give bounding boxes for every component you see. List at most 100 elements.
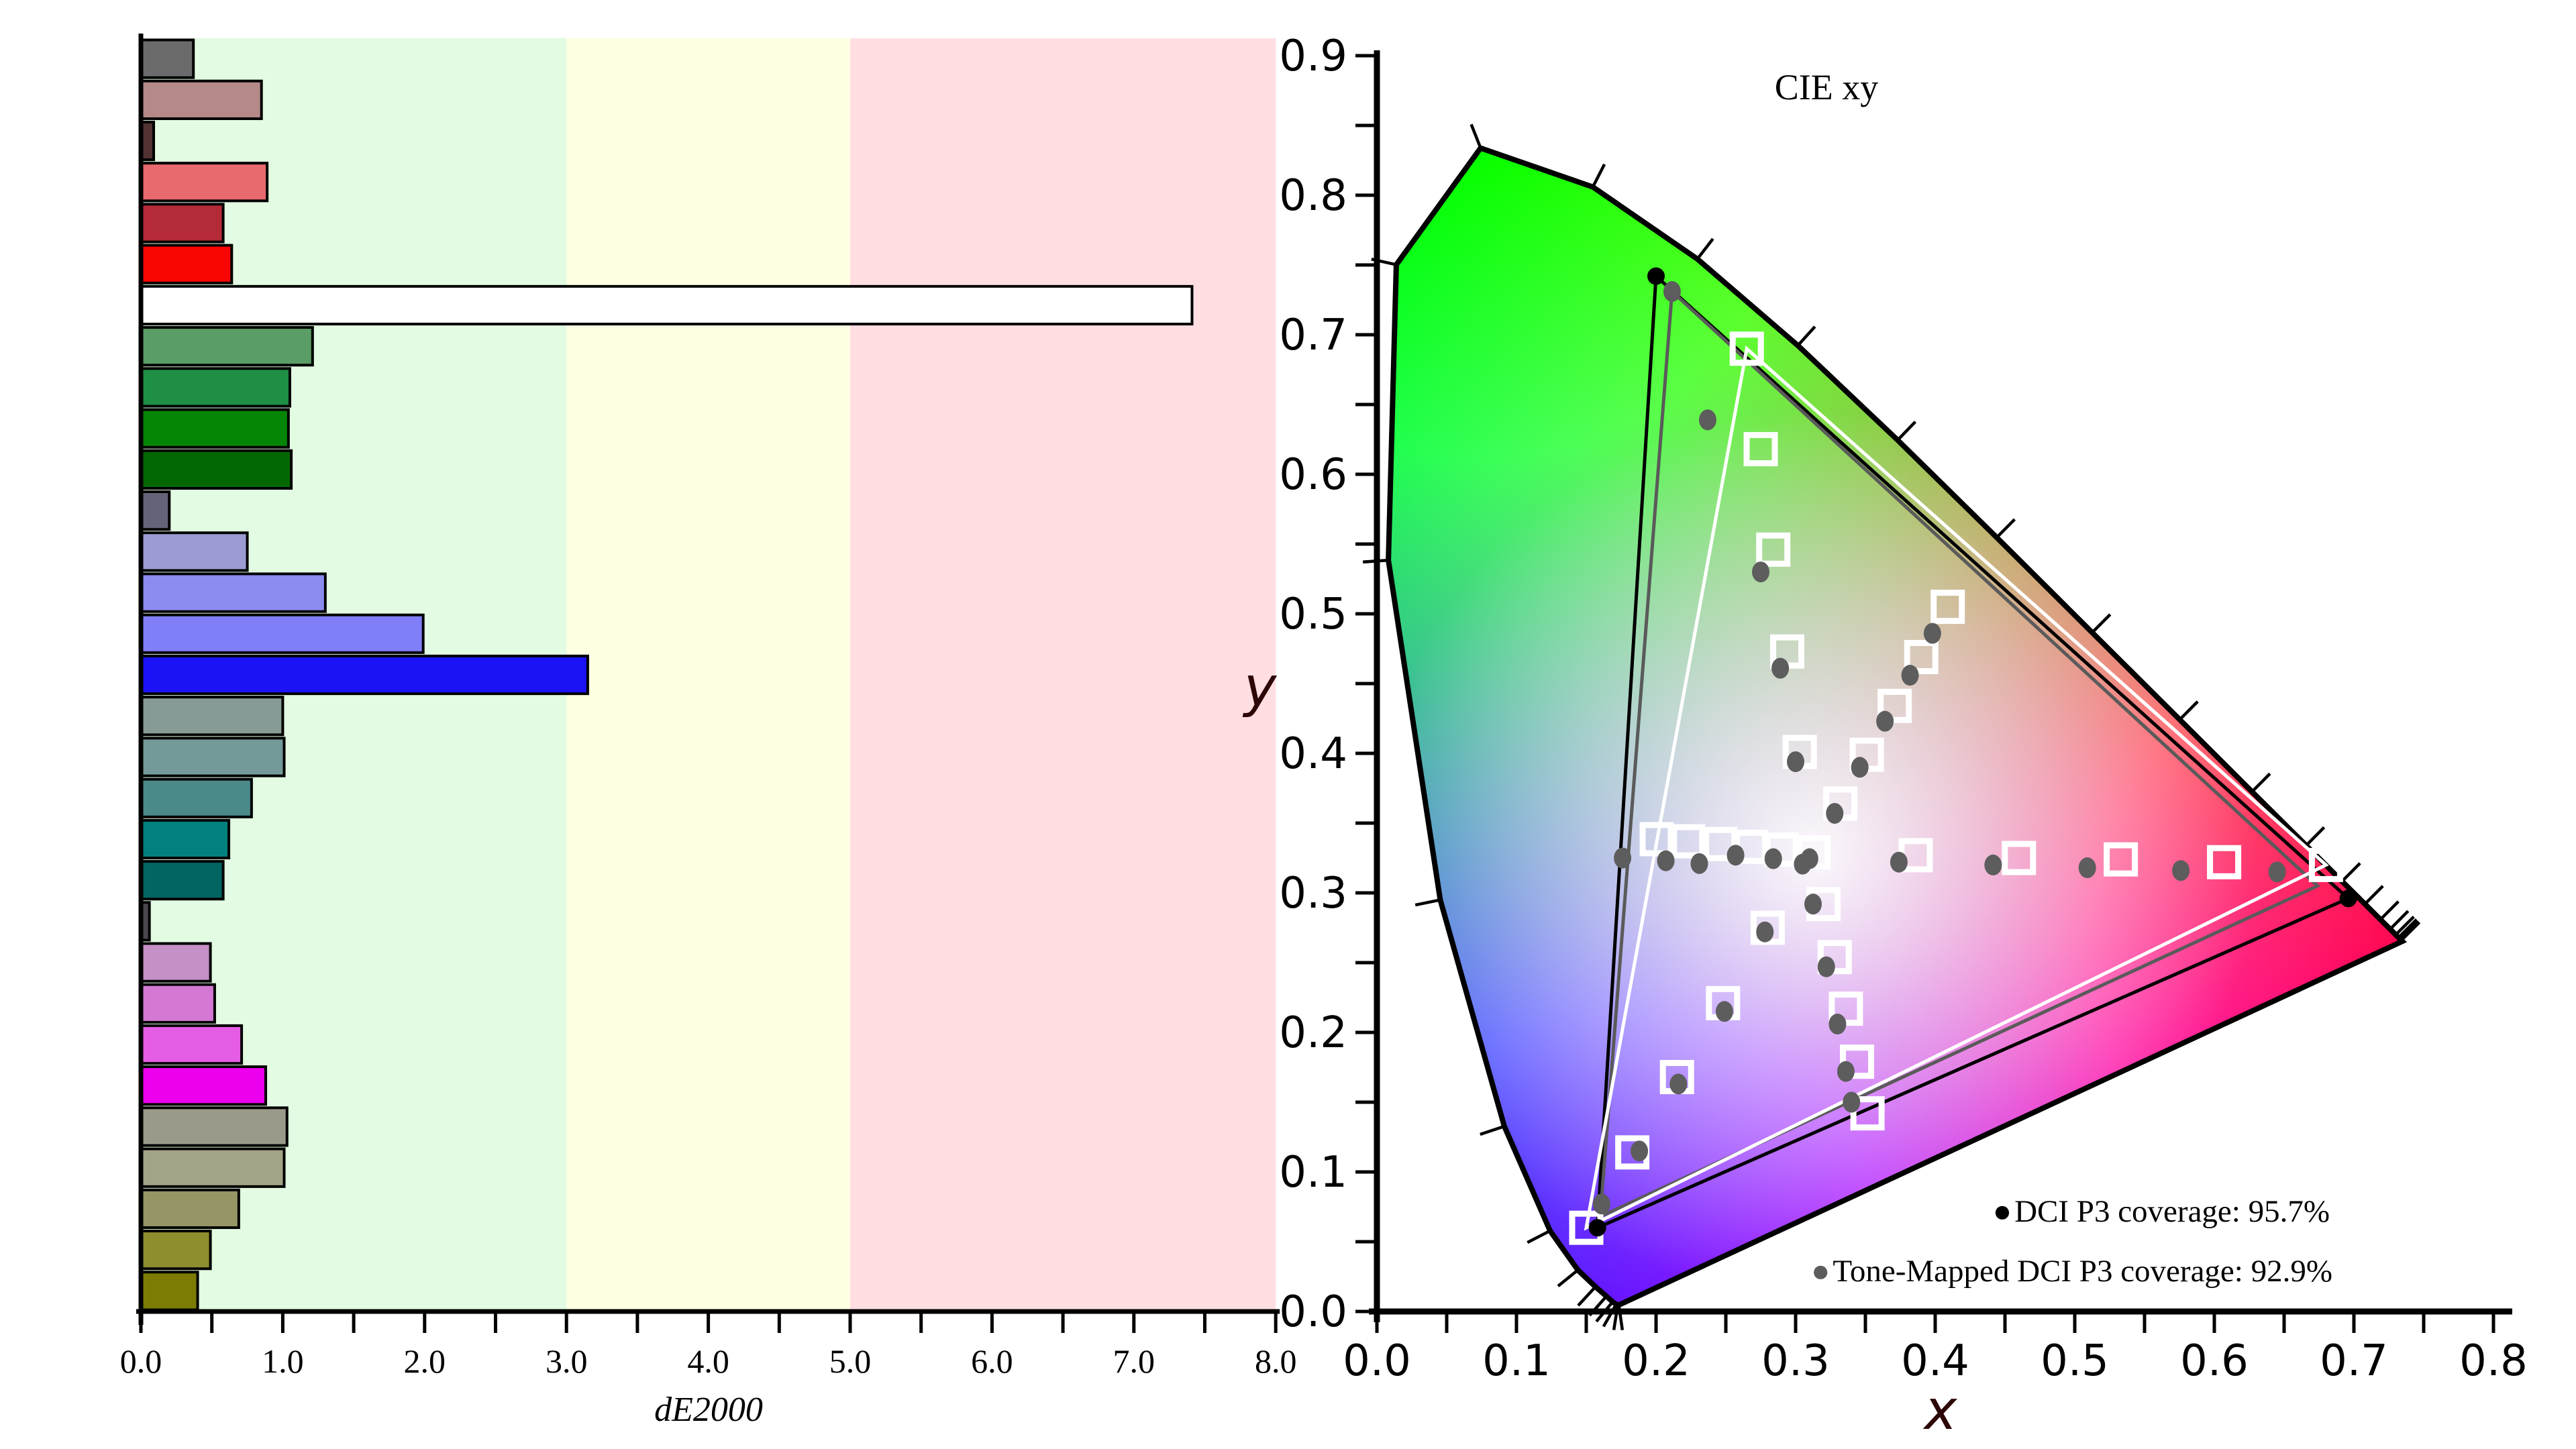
de2000-axis-label: dE2000 xyxy=(654,1391,763,1429)
de2000-bar-30 xyxy=(140,1271,199,1311)
target-square xyxy=(1750,910,1785,945)
measured-dot xyxy=(1817,956,1835,977)
target-square xyxy=(1817,940,1852,975)
primary-dot xyxy=(1588,1219,1606,1237)
measured-dot xyxy=(1837,1061,1855,1082)
target-square xyxy=(1930,590,1965,625)
measured-dot xyxy=(2078,857,2096,879)
spectral-locus-fill xyxy=(1388,148,2403,1305)
wavelength-tick xyxy=(1696,237,1714,260)
de2000-bar-12 xyxy=(140,531,249,572)
wavelength-tick xyxy=(2397,918,2418,939)
de2000-bar-10 xyxy=(140,449,293,490)
wavelength-tick xyxy=(2379,900,2400,921)
legend-marker-dci-p3-icon: ● xyxy=(1993,1194,2012,1229)
left-x-tick-label: 2.0 xyxy=(404,1342,446,1380)
de2000-bar-16 xyxy=(140,696,285,737)
target-square xyxy=(2104,842,2139,877)
de2000-bar-4 xyxy=(140,203,225,244)
wavelength-tick xyxy=(1527,1229,1551,1244)
right-x-tick-label: 0.2 xyxy=(1622,1336,1690,1386)
measured-dot xyxy=(1771,657,1790,679)
measured-dot xyxy=(1794,853,1812,875)
right-x-tick-label: 0.5 xyxy=(2041,1336,2109,1386)
target-square xyxy=(2207,845,2242,879)
measured-dot xyxy=(1890,851,1908,873)
de2000-bar-14 xyxy=(140,613,425,654)
wavelength-tick xyxy=(1480,1124,1505,1136)
right-x-tick-label: 0.4 xyxy=(1901,1336,1969,1386)
legend-marker-tone-mapped-icon: ● xyxy=(1811,1254,1830,1289)
primary-dot xyxy=(2339,890,2357,908)
measured-dot xyxy=(2268,861,2286,883)
de2000-bar-28 xyxy=(140,1188,240,1230)
de2000-bar-1 xyxy=(140,79,263,120)
target-square xyxy=(1877,688,1912,723)
wavelength-tick xyxy=(1577,1285,1597,1307)
right-y-tick-label: 0.5 xyxy=(1279,590,1347,639)
measured-dot xyxy=(1669,1073,1688,1095)
left-x-tick-label: 7.0 xyxy=(1113,1342,1155,1380)
wavelength-tick xyxy=(2394,915,2415,936)
wavelength-tick xyxy=(2400,921,2421,942)
right-x-tick-label: 0.0 xyxy=(1343,1336,1411,1386)
de2000-bar-chart: 0.0 1.0 2.0 3.0 4.0 5.0 6.0 7.0 8.0 xyxy=(120,34,1296,1380)
right-y-tick-label: 0.8 xyxy=(1279,171,1347,221)
de2000-bar-0 xyxy=(140,38,195,79)
wavelength-tick xyxy=(1996,518,2016,539)
de2000-bar-8 xyxy=(140,367,291,408)
target-square xyxy=(1756,532,1791,567)
wavelength-tick xyxy=(2305,826,2326,847)
wavelength-tick xyxy=(1557,1269,1579,1287)
wavelength-tick xyxy=(2363,885,2384,906)
de2000-bar-3 xyxy=(140,162,269,203)
right-y-tick-label: 0.2 xyxy=(1279,1008,1347,1058)
measured-dot xyxy=(1631,1140,1649,1162)
wavelength-tick xyxy=(2251,772,2271,793)
right-y-tick-label: 0.4 xyxy=(1279,729,1347,779)
wavelength-tick xyxy=(2091,613,2112,634)
target-square xyxy=(1639,822,1674,857)
cie-xy-diagram: 0.0 0.1 0.2 0.3 0.4 0.5 0.6 0.7 0.8 0.0 0.1 0.2 0.3 0… xyxy=(1279,32,2528,1386)
de2000-bar-19 xyxy=(140,818,231,860)
measured-dot xyxy=(1787,751,1804,772)
de2000-bar-23 xyxy=(140,983,216,1024)
legend-line-tone-mapped: ●Tone-Mapped DCI P3 coverage: 92.9% xyxy=(1811,1254,2332,1289)
wavelength-tick xyxy=(1602,1303,1618,1328)
wavelength-tick xyxy=(2178,700,2199,721)
measured-dot xyxy=(1752,561,1769,583)
measured-dot xyxy=(1826,802,1844,824)
right-x-tick-label: 0.3 xyxy=(1761,1336,1830,1386)
spectral-locus-outline xyxy=(1386,144,2408,1307)
target-square xyxy=(1671,824,1706,859)
target-square xyxy=(1743,432,1778,467)
measured-dot xyxy=(2172,860,2190,881)
measured-dot xyxy=(1851,757,1869,778)
de2000-bar-22 xyxy=(140,942,212,983)
measured-dot xyxy=(1843,1091,1861,1113)
right-x-tick-label: 0.7 xyxy=(2320,1336,2388,1386)
de2000-bar-13 xyxy=(140,572,327,613)
de2000-bar-7 xyxy=(140,326,314,367)
left-x-tick-label: 5.0 xyxy=(829,1342,872,1380)
left-x-tick-label: 4.0 xyxy=(687,1342,729,1380)
measured-dot xyxy=(1804,894,1822,915)
right-y-tick-label: 0.9 xyxy=(1279,32,1347,81)
de2000-bar-18 xyxy=(140,777,253,818)
right-y-tick-label: 0.0 xyxy=(1279,1287,1347,1337)
measured-dot xyxy=(1698,409,1716,431)
target-square xyxy=(2308,847,2343,882)
de2000-bar-11 xyxy=(140,490,171,531)
measured-dot xyxy=(1984,854,2002,875)
measured-dot xyxy=(1614,847,1632,869)
wavelength-tick xyxy=(2340,862,2361,883)
cie-title: CIE xy xyxy=(1775,67,1879,107)
x-axis-label: x xyxy=(1922,1379,1958,1442)
target-square xyxy=(1904,639,1939,674)
de2000-bar-17 xyxy=(140,737,286,777)
left-x-tick-label: 3.0 xyxy=(546,1342,588,1380)
wavelength-tick xyxy=(1796,325,1816,347)
de2000-bar-27 xyxy=(140,1147,286,1188)
right-y-tick-label: 0.6 xyxy=(1279,450,1347,500)
